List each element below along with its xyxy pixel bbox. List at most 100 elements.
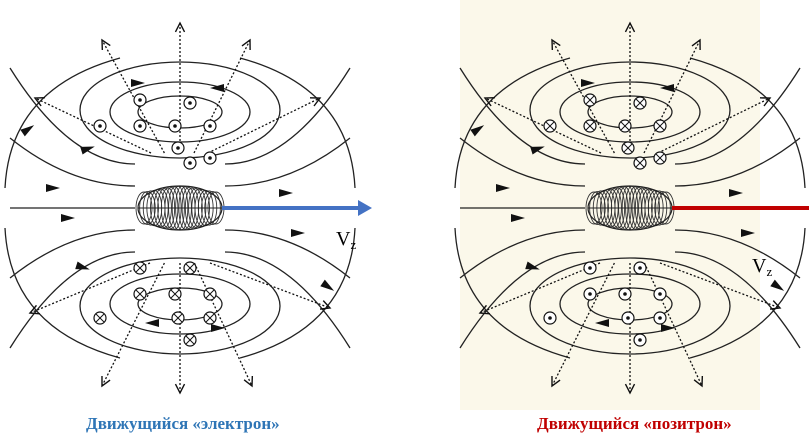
lower-middle-loop	[109, 273, 251, 335]
flow-arrowhead	[496, 184, 510, 192]
radial-arrowhead	[551, 375, 561, 388]
radial-dotted-line	[657, 97, 771, 154]
radial-dotted-line	[193, 262, 253, 387]
electron-field-diagram	[4, 0, 372, 410]
positron-caption: Движущийся «позитрон»	[537, 414, 732, 433]
radial-dotted-line	[484, 97, 602, 154]
cross-symbol	[543, 119, 557, 133]
flow-arrowhead	[741, 229, 755, 237]
cross-symbol	[618, 119, 632, 133]
flow-arrowhead	[729, 189, 743, 197]
upper-outer-loop	[79, 61, 281, 159]
radial-arrowhead	[551, 38, 561, 51]
flow-arrowhead	[145, 318, 160, 327]
flow-arrowhead	[291, 229, 305, 237]
radial-arrowhead	[101, 38, 111, 51]
cross-symbol	[633, 156, 647, 170]
radial-arrowhead	[769, 300, 782, 310]
radial-arrowhead	[101, 375, 111, 388]
radial-arrowhead	[759, 97, 772, 107]
dot-symbol	[633, 261, 647, 275]
side-field-line	[224, 229, 351, 279]
radial-arrowhead	[243, 375, 254, 388]
flow-arrowhead	[470, 125, 485, 137]
side-field-line	[9, 251, 136, 349]
flow-arrowhead	[530, 146, 545, 155]
outer-arc	[689, 57, 806, 189]
dot-symbol	[168, 119, 182, 133]
cross-symbol	[183, 333, 197, 347]
side-field-line	[674, 137, 801, 187]
dot-symbol	[183, 156, 197, 170]
outer-arc	[239, 57, 356, 189]
dot-symbol	[653, 287, 667, 301]
diagram-background	[460, 0, 760, 410]
radial-arrows	[29, 23, 331, 393]
radial-dotted-line	[207, 97, 321, 154]
cross-symbol	[133, 287, 147, 301]
lower-outer-loop	[79, 257, 281, 355]
radial-arrowhead	[309, 97, 322, 107]
upper-outer-loop	[529, 61, 731, 159]
radial-arrowhead	[28, 304, 41, 315]
cross-symbol	[653, 151, 667, 165]
flow-arrowhead	[320, 279, 335, 291]
radial-dotted-line	[209, 262, 331, 309]
lower-middle-loop	[559, 273, 701, 335]
radial-dotted-line	[479, 262, 601, 314]
cross-symbol	[621, 141, 635, 155]
outer-arc	[454, 57, 571, 189]
flow-arrowhead	[595, 318, 610, 327]
radial-arrowhead	[174, 383, 186, 395]
cross-symbol	[168, 287, 182, 301]
flow-arrowhead	[211, 324, 225, 332]
cross-symbol	[133, 261, 147, 275]
side-field-line	[9, 137, 136, 187]
radial-arrowhead	[624, 383, 636, 395]
cross-symbol	[203, 311, 217, 325]
radial-dotted-line	[551, 39, 615, 154]
outer-arc	[4, 57, 121, 189]
dot-symbol	[183, 96, 197, 110]
flow-arrowhead	[61, 214, 75, 222]
dot-symbol	[633, 333, 647, 347]
side-field-line	[674, 229, 801, 279]
side-field-line	[459, 67, 586, 165]
radial-arrowhead	[624, 21, 636, 33]
cross-symbol	[203, 287, 217, 301]
radial-dotted-line	[193, 39, 251, 154]
dot-symbol	[133, 93, 147, 107]
side-field-line	[674, 67, 801, 165]
outer-arc	[689, 227, 806, 359]
radial-dotted-line	[551, 262, 615, 387]
lower-outer-loop	[529, 257, 731, 355]
dot-symbol	[171, 141, 185, 155]
flow-arrowhead	[279, 189, 293, 197]
flow-arrowhead	[581, 79, 595, 87]
dot-symbol	[133, 119, 147, 133]
radial-arrowhead	[319, 300, 332, 310]
radial-arrowhead	[693, 375, 704, 388]
electron-panel: Vz Движущийся «электрон»	[0, 0, 400, 443]
radial-arrowhead	[174, 21, 186, 33]
flow-arrowhead	[131, 79, 145, 87]
flow-arrowhead	[660, 83, 675, 92]
dot-symbol	[618, 287, 632, 301]
dot-symbol	[583, 287, 597, 301]
outer-arc	[4, 227, 121, 359]
cross-symbol	[93, 311, 107, 325]
radial-dotted-line	[643, 262, 703, 387]
radial-dotted-line	[659, 262, 781, 309]
field-lines	[4, 57, 356, 359]
velocity-arrowhead	[358, 200, 372, 216]
flow-arrowhead	[511, 214, 525, 222]
flow-arrowhead	[525, 261, 540, 270]
velocity-label: Vz	[752, 255, 773, 279]
cross-symbol	[171, 311, 185, 325]
positron-panel: Vz Движущийся «позитрон»	[405, 0, 809, 443]
side-field-line	[224, 67, 351, 165]
radial-arrowhead	[483, 97, 496, 107]
flow-arrowhead	[770, 279, 785, 291]
side-field-line	[9, 67, 136, 165]
dot-symbol	[543, 311, 557, 325]
